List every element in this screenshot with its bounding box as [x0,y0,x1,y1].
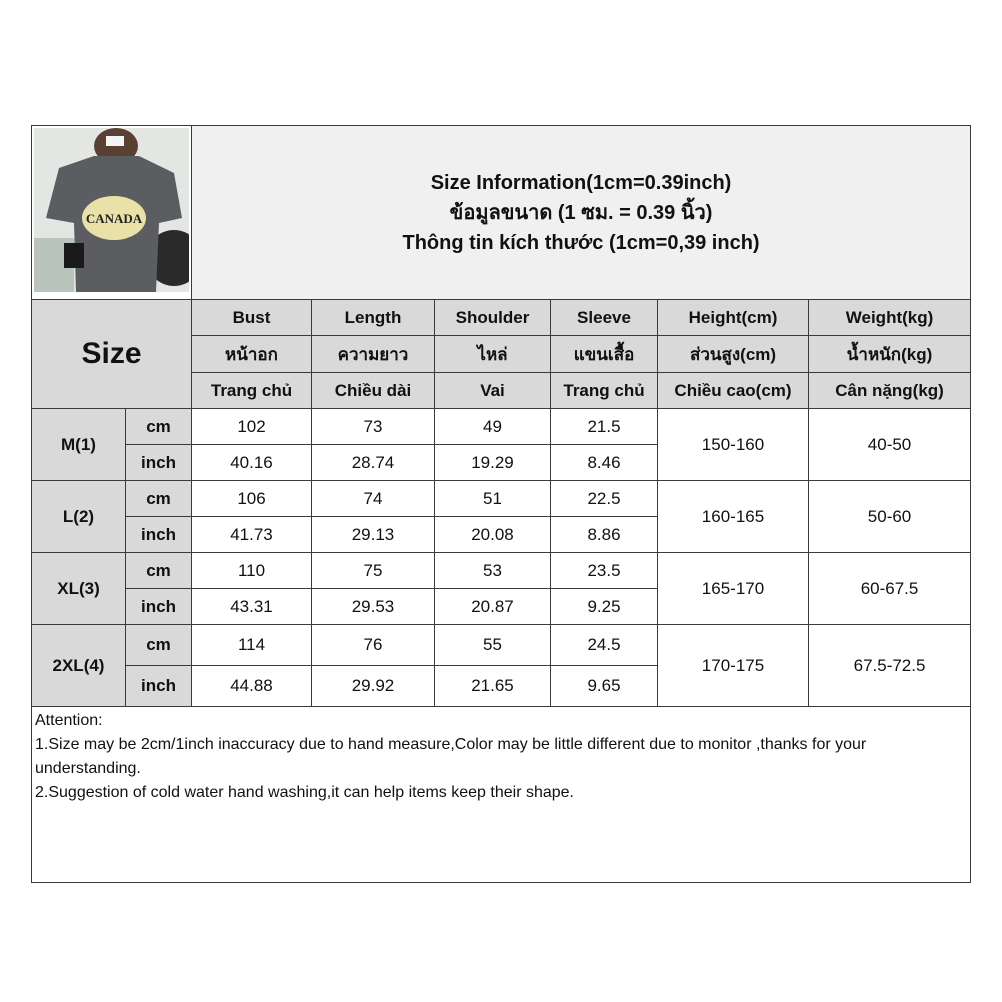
length-value: 29.13 [311,516,435,553]
title-vietnamese: Thông tin kích thước (1cm=0,39 inch) [402,231,760,254]
height-range: 150-160 [657,408,809,481]
shoulder-value: 53 [434,552,551,589]
height-range: 165-170 [657,552,809,625]
shoulder-value: 49 [434,408,551,445]
sleeve-value: 21.5 [550,408,658,445]
header-shoulder: Shoulder [434,299,551,336]
height-range: 170-175 [657,624,809,707]
weight-range: 67.5-72.5 [807,624,972,707]
header-height-vi: Chiều cao(cm) [657,372,809,409]
table-row: L(2) cm 106 74 51 22.5 160-165 50-60 [31,480,972,553]
shoulder-value: 20.08 [434,516,551,553]
notes-section: Attention: 1.Size may be 2cm/1inch inacc… [30,706,972,883]
sleeve-value: 9.25 [550,588,658,625]
title-english: Size Information(1cm=0.39inch) [430,171,732,194]
size-label: 2XL(4) [31,624,126,707]
svg-text:CANADA: CANADA [86,211,143,226]
notes-heading: Attention: [35,712,103,729]
length-value: 28.74 [311,444,435,481]
sleeve-value: 8.46 [550,444,658,481]
header-bust: Bust [191,299,312,336]
unit-label: inch [125,665,192,707]
table-row: inch 44.88 29.92 21.65 9.65 [32,665,971,707]
header-shoulder-vi: Vai [434,372,551,409]
height-range: 160-165 [657,480,809,553]
header-weight-thai: น้ำหนัก(kg) [807,335,972,373]
header-bust-thai: หน้าอก [191,335,312,373]
unit-label: cm [125,624,192,666]
sleeve-value: 23.5 [550,552,658,589]
bust-value: 44.88 [191,665,312,707]
product-photo: CANADA [31,125,192,300]
length-value: 29.53 [311,588,435,625]
header-sleeve-thai: แขนเสื้อ [550,335,658,373]
header-sleeve-vi: Trang chủ [550,372,658,409]
title-thai: ข้อมูลขนาด (1 ซม. = 0.39 นิ้ว) [449,201,713,224]
weight-range: 40-50 [807,408,972,481]
unit-label: inch [125,444,192,481]
bust-value: 114 [191,624,312,666]
table-row: XL(3) cm 110 75 53 23.5 165-170 60-67.5 [31,552,972,625]
shoulder-value: 20.87 [434,588,551,625]
unit-label: inch [125,516,192,553]
header-height-thai: ส่วนสูง(cm) [657,335,809,373]
bust-value: 110 [191,552,312,589]
table-row: inch 40.16 28.74 19.29 8.46 [32,444,971,481]
title-block: Size Information(1cm=0.39inch) ข้อมูลขนา… [190,125,972,300]
length-value: 74 [311,480,435,517]
header-length-vi: Chiều dài [311,372,435,409]
unit-label: inch [125,588,192,625]
bust-value: 40.16 [191,444,312,481]
table-row: 2XL(4) cm 114 76 55 24.5 170-175 67.5-72.5 [31,624,972,707]
weight-range: 50-60 [807,480,972,553]
header-shoulder-thai: ไหล่ [434,335,551,373]
header-weight-vi: Cân nặng(kg) [807,372,972,409]
length-value: 76 [311,624,435,666]
header-length-thai: ความยาว [311,335,435,373]
size-chart-table: CANADA Size Information(1cm=0.39inch) ข้… [30,125,972,883]
sleeve-value: 8.86 [550,516,658,553]
bust-value: 43.31 [191,588,312,625]
length-value: 73 [311,408,435,445]
size-label: L(2) [31,480,126,553]
shoulder-value: 55 [434,624,551,666]
unit-label: cm [125,408,192,445]
sleeve-value: 22.5 [550,480,658,517]
bust-value: 106 [191,480,312,517]
header-sleeve: Sleeve [550,299,658,336]
size-label: XL(3) [31,552,126,625]
note-1: 1.Size may be 2cm/1inch inaccuracy due t… [35,736,867,777]
shoulder-value: 51 [434,480,551,517]
unit-label: cm [125,480,192,517]
size-label: M(1) [31,408,126,481]
size-header: Size [31,299,192,409]
header-bust-vi: Trang chủ [191,372,312,409]
note-2: 2.Suggestion of cold water hand washing,… [35,784,574,801]
table-row: inch 43.31 29.53 20.87 9.25 [32,588,971,625]
bust-value: 102 [191,408,312,445]
length-value: 29.92 [311,665,435,707]
header-weight: Weight(kg) [807,299,972,336]
unit-label: cm [125,552,192,589]
shoulder-value: 19.29 [434,444,551,481]
header-length: Length [311,299,435,336]
sleeve-value: 9.65 [550,665,658,707]
header-height: Height(cm) [657,299,809,336]
bust-value: 41.73 [191,516,312,553]
sleeve-value: 24.5 [550,624,658,666]
length-value: 75 [311,552,435,589]
tshirt-photo-icon: CANADA [34,128,191,292]
table-row: M(1) cm 102 73 49 21.5 150-160 40-50 [31,408,972,481]
shoulder-value: 21.65 [434,665,551,707]
weight-range: 60-67.5 [807,552,972,625]
table-row: inch 41.73 29.13 20.08 8.86 [32,516,971,553]
